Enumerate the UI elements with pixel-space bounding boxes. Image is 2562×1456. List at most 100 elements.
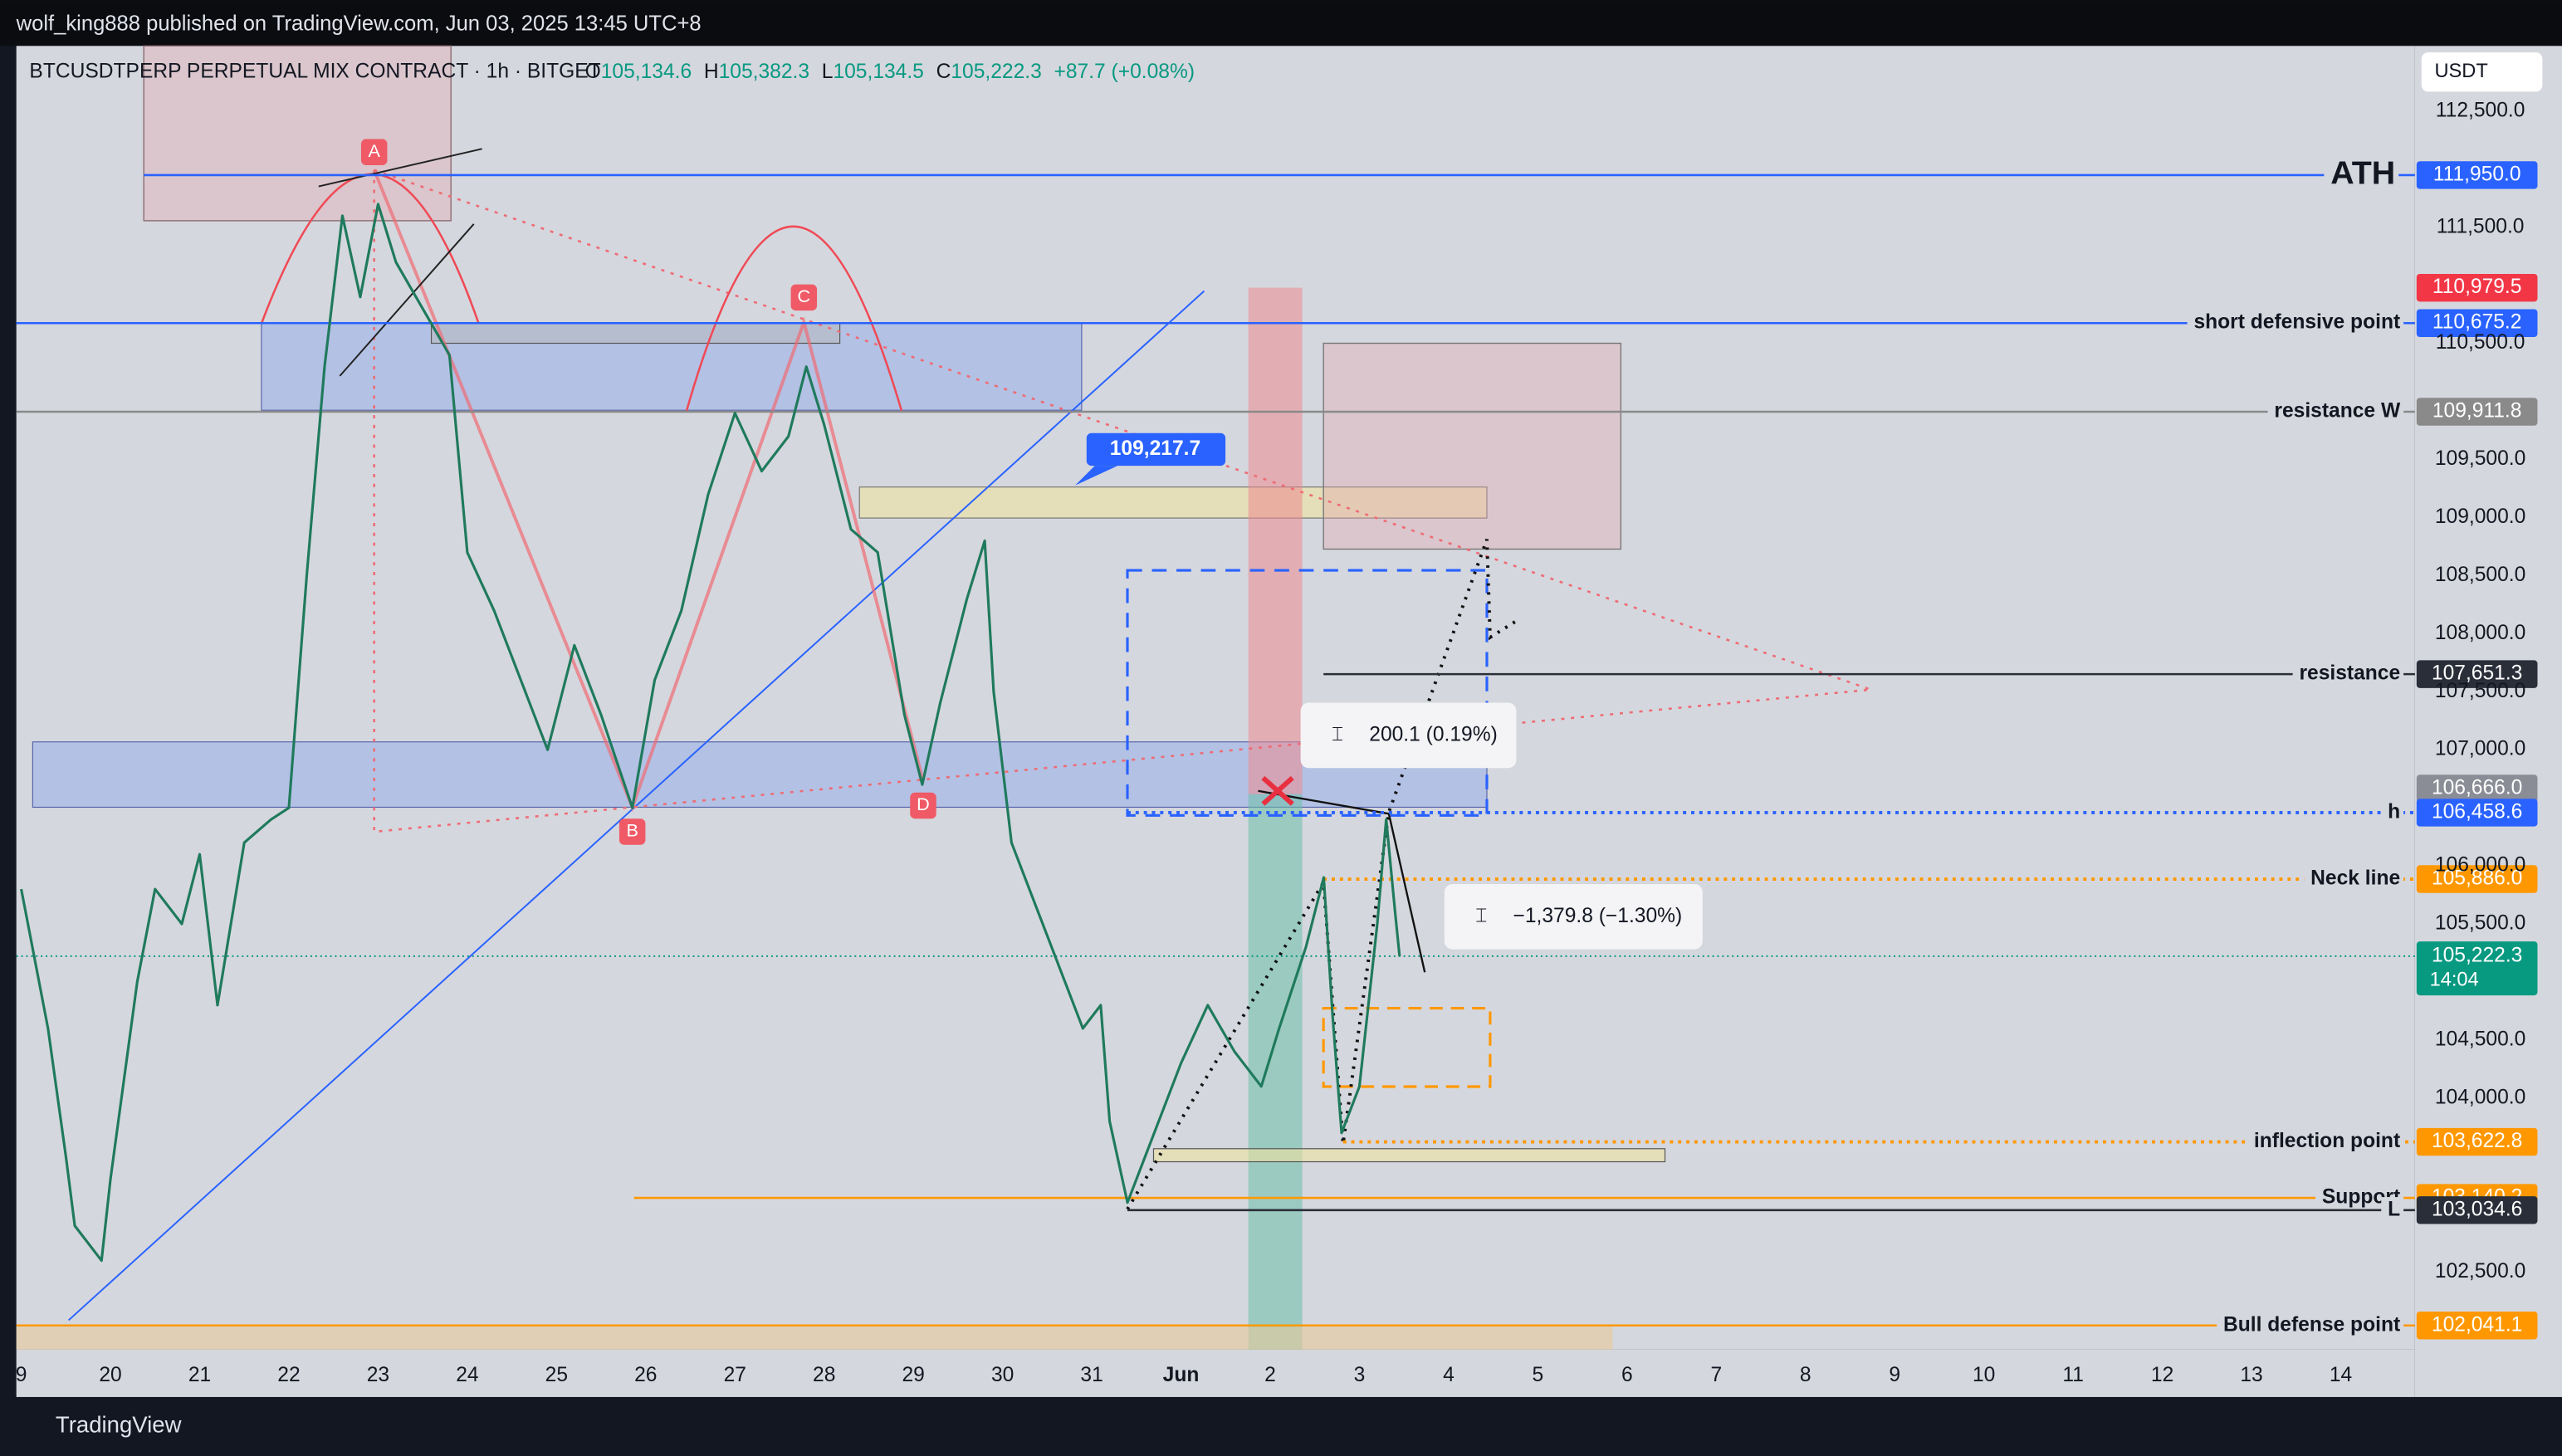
label-bg	[2324, 162, 2399, 188]
time-tick-label: 12	[2151, 1364, 2173, 1386]
time-tick-label: 13	[2240, 1364, 2262, 1386]
price-tag-text: 107,651.3	[2432, 662, 2522, 685]
time-tick-label: 9	[1889, 1364, 1900, 1386]
price-tag-text: 106,458.6	[2432, 800, 2522, 823]
price	[20, 203, 1401, 1263]
levels: ATH 111,950.0 110,979.5 short defensive poi…	[16, 154, 2538, 1340]
value: 105,134.5	[833, 60, 923, 82]
measure-down: −1,379.8 (−1.30%)	[1513, 905, 1682, 927]
price-tick-label: 107,500.0	[2435, 680, 2525, 702]
label-bg	[2381, 1197, 2404, 1224]
price-tick-label: 102,500.0	[2435, 1260, 2525, 1283]
band	[1248, 287, 1303, 794]
band	[1248, 794, 1303, 1350]
time-tick-label: 8	[1800, 1364, 1811, 1386]
time-tick-label: 6	[1621, 1364, 1633, 1386]
callout-text: 109,217.7	[1110, 437, 1200, 460]
price-tag-text: 105,886.0	[2432, 867, 2522, 890]
price-tick-label: 109,500.0	[2435, 447, 2525, 470]
time-tick-label: 20	[99, 1364, 121, 1386]
label: C	[936, 60, 951, 82]
price-axis	[2414, 46, 2562, 1397]
time-tick-label: 27	[724, 1364, 746, 1386]
point-badge	[790, 284, 818, 311]
price-tag-text: 111,950.0	[2433, 163, 2521, 185]
footer: TradingView	[56, 1412, 182, 1438]
box	[1323, 342, 1622, 550]
pattern-points: A B C D	[360, 139, 936, 845]
level-label: resistance	[2299, 662, 2400, 685]
currency-button[interactable]	[2421, 52, 2543, 92]
icon: ⌶	[1332, 724, 1343, 745]
price-tag-text: 105,222.3	[2432, 944, 2522, 966]
label: H	[704, 60, 719, 82]
price-tick-label: 104,500.0	[2435, 1028, 2525, 1050]
measure-up: 200.1 (0.19%)	[1369, 723, 1497, 745]
price-tag	[2416, 1127, 2538, 1156]
time-tick-label: 23	[367, 1364, 389, 1386]
time-tick-label: 26	[634, 1364, 657, 1386]
price-tick-label: 108,500.0	[2435, 564, 2525, 586]
price-tick-label: 110,500.0	[2436, 331, 2525, 354]
point-label: B	[626, 820, 638, 841]
price-tag	[2416, 398, 2538, 426]
price-tick-label: 111,500.0	[2437, 215, 2525, 237]
price-tag-text: 109,911.8	[2432, 400, 2522, 423]
value: 105,134.6	[601, 60, 692, 82]
label-bg	[2217, 1312, 2404, 1339]
price-tick-label: 112,500.0	[2436, 100, 2525, 122]
price-tag-text: 103,622.8	[2432, 1130, 2522, 1152]
countdown: 14:04	[2430, 970, 2479, 991]
point-label: C	[797, 286, 810, 306]
point-badge	[360, 139, 388, 165]
dashed-box	[1126, 569, 1489, 817]
time-tick-label: 5	[1533, 1364, 1544, 1386]
time-tick-label: 29	[902, 1364, 924, 1386]
price-tag	[2416, 941, 2538, 996]
measure-box	[1444, 883, 1703, 950]
label-bg	[2292, 661, 2404, 687]
time-tick-label: 2	[1264, 1364, 1276, 1386]
box	[143, 45, 452, 222]
point-label: D	[917, 794, 930, 814]
time-tick-label: 28	[813, 1364, 835, 1386]
label: O	[585, 60, 601, 82]
price-tag	[2416, 1312, 2538, 1340]
wedge	[339, 223, 475, 377]
wedge	[318, 148, 482, 188]
level-label: Bull defense point	[2223, 1313, 2400, 1336]
level-label: short defensive point	[2193, 311, 2400, 334]
time-tick-label: 31	[1080, 1364, 1103, 1386]
change: +87.7 (+0.08%)	[1054, 60, 1195, 82]
price-tag	[2416, 1196, 2538, 1224]
time-tick-label: 21	[188, 1364, 211, 1386]
trendline	[67, 290, 1205, 1322]
callout	[1086, 432, 1226, 467]
callout-tail	[1075, 466, 1118, 486]
box	[16, 1327, 1613, 1350]
value: 105,222.3	[951, 60, 1041, 82]
label-bg	[2187, 310, 2404, 336]
price-tick-label: 105,500.0	[2435, 912, 2525, 935]
level-label: h	[2388, 800, 2400, 823]
time-tick-label: 3	[1354, 1364, 1366, 1386]
time-tick-label: 10	[1973, 1364, 1995, 1386]
triangle	[374, 169, 1871, 809]
price-tag-text: 102,041.1	[2432, 1313, 2522, 1336]
symbol: BTCUSDTPERP PERPETUAL MIX CONTRACT · 1h …	[29, 60, 600, 82]
zone	[32, 741, 1488, 809]
price-tag	[2416, 774, 2538, 803]
time-tick-label: 9	[16, 1364, 27, 1386]
measure-box	[1300, 702, 1517, 769]
projection	[1126, 539, 1518, 1210]
chart-pane	[16, 46, 2415, 1350]
x-mark	[1261, 775, 1294, 806]
label: L	[822, 60, 834, 82]
price-tag	[2416, 865, 2538, 893]
publisher: wolf_king888 published on TradingView.co…	[16, 12, 702, 35]
price-tag	[2416, 309, 2538, 337]
point-badge	[618, 818, 646, 845]
currency[interactable]: USDT	[2434, 61, 2487, 82]
